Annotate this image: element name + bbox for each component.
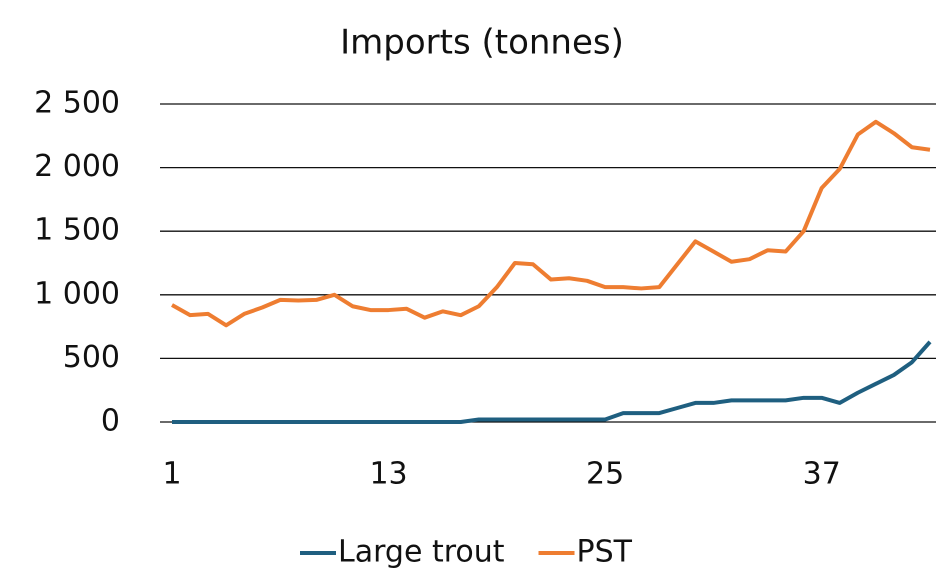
y-tick-label: 0 (101, 404, 120, 439)
chart-title: Imports (tonnes) (340, 23, 624, 63)
series-line (172, 342, 930, 422)
x-tick-label: 37 (803, 457, 841, 492)
y-tick-label: 2 500 (34, 86, 120, 121)
y-tick-label: 1 000 (34, 276, 120, 311)
x-tick-label: 1 (162, 457, 181, 492)
legend-label: Large trout (338, 535, 505, 570)
x-tick-label: 13 (369, 457, 407, 492)
chart: Imports (tonnes) 0 500 1 000 1 500 2 000 2 50… (0, 0, 936, 576)
y-tick-label: 1 500 (34, 213, 120, 248)
y-tick-label: 500 (63, 340, 120, 375)
y-tick-label: 2 000 (34, 149, 120, 184)
legend-label: PST (577, 535, 633, 570)
x-tick-label: 25 (586, 457, 624, 492)
